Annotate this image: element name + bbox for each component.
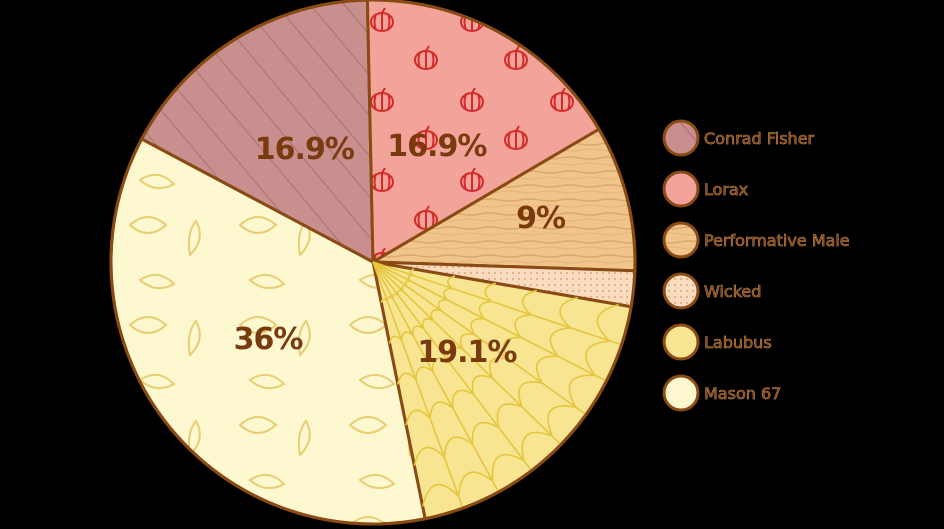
slice-label-labubus: 19.1% — [417, 335, 517, 370]
legend-swatch-conrad-fisher — [662, 119, 700, 157]
legend-label-mason-67: Mason 67 — [704, 384, 781, 403]
slice-label-conrad-fisher: 16.9% — [255, 132, 355, 167]
legend-label-lorax: Lorax — [704, 180, 748, 199]
legend-label-wicked: Wicked — [704, 282, 761, 301]
legend-swatch-labubus — [662, 323, 700, 361]
legend-swatch-performative-male — [662, 221, 700, 259]
legend-swatch-mason-67 — [662, 374, 700, 412]
slice-label-mason-67: 36% — [234, 322, 304, 357]
slice-label-lorax: 16.9% — [387, 129, 487, 164]
legend-swatch-lorax — [662, 170, 700, 208]
legend: Conrad Fisher Lorax Performative Male Wicke… — [662, 119, 850, 412]
legend-label-labubus: Labubus — [704, 333, 772, 352]
legend-label-performative-male: Performative Male — [704, 231, 850, 250]
legend-swatch-wicked — [662, 272, 700, 310]
web-decoration — [372, 261, 620, 507]
pie-outline — [109, 0, 637, 526]
legend-label-conrad-fisher: Conrad Fisher — [704, 129, 815, 148]
slice-label-performative-male: 9% — [516, 201, 566, 236]
